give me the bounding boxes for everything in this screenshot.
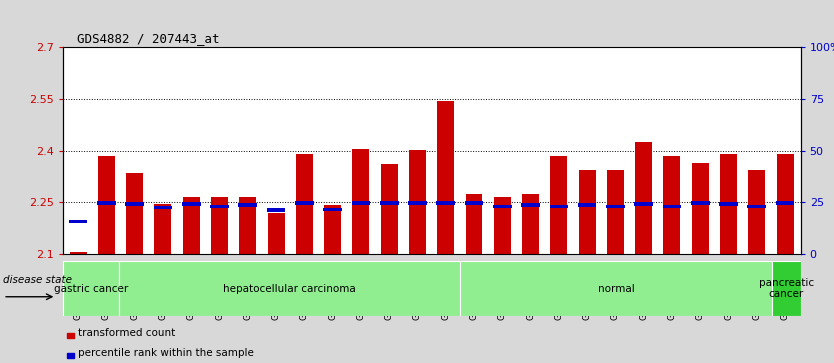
Bar xyxy=(436,201,455,205)
Bar xyxy=(68,220,88,223)
Bar xyxy=(125,203,144,206)
Bar xyxy=(606,205,625,208)
Bar xyxy=(635,203,653,206)
Bar xyxy=(67,353,74,358)
Bar xyxy=(437,101,455,254)
Text: disease state: disease state xyxy=(3,276,72,285)
Bar xyxy=(664,156,681,254)
Bar xyxy=(182,203,200,206)
Bar xyxy=(380,164,398,254)
Bar xyxy=(126,173,143,254)
Bar xyxy=(352,201,370,205)
Bar xyxy=(210,205,229,208)
Text: percentile rank within the sample: percentile rank within the sample xyxy=(78,348,254,358)
Bar xyxy=(153,206,173,209)
Bar xyxy=(324,208,342,211)
Bar xyxy=(97,201,116,205)
Bar xyxy=(636,142,652,254)
Text: normal: normal xyxy=(598,284,635,294)
Bar xyxy=(154,204,172,254)
Bar xyxy=(772,261,801,316)
Bar xyxy=(379,201,399,205)
Bar xyxy=(493,205,511,208)
Bar xyxy=(719,203,738,206)
Bar xyxy=(69,252,87,254)
Bar xyxy=(494,197,510,254)
Bar xyxy=(550,205,568,208)
Bar xyxy=(748,170,766,254)
Text: transformed count: transformed count xyxy=(78,329,176,338)
Bar xyxy=(324,205,341,254)
Bar xyxy=(691,201,710,205)
Bar xyxy=(98,156,115,254)
Bar xyxy=(239,203,257,207)
Text: GDS4882 / 207443_at: GDS4882 / 207443_at xyxy=(78,32,220,45)
Bar xyxy=(296,154,313,254)
Bar xyxy=(460,261,772,316)
Bar xyxy=(119,261,460,316)
Bar xyxy=(691,163,709,254)
Bar xyxy=(239,197,256,254)
Bar xyxy=(211,197,228,254)
Bar xyxy=(521,203,540,207)
Bar xyxy=(663,205,681,208)
Bar xyxy=(353,149,369,254)
Bar xyxy=(579,170,595,254)
Text: pancreatic
cancer: pancreatic cancer xyxy=(759,278,814,299)
Bar xyxy=(183,197,199,254)
Bar xyxy=(465,194,483,254)
Bar xyxy=(578,203,596,207)
Bar xyxy=(295,201,314,205)
Bar xyxy=(408,201,427,205)
Bar xyxy=(63,261,119,316)
Bar xyxy=(67,333,74,338)
Bar xyxy=(776,154,794,254)
Bar xyxy=(550,156,567,254)
Bar xyxy=(747,205,766,208)
Bar xyxy=(465,201,484,205)
Text: gastric cancer: gastric cancer xyxy=(54,284,128,294)
Bar xyxy=(720,154,737,254)
Bar xyxy=(607,170,624,254)
Bar xyxy=(268,213,284,254)
Bar xyxy=(776,201,795,205)
Bar xyxy=(409,150,426,254)
Bar xyxy=(267,208,285,212)
Text: hepatocellular carcinoma: hepatocellular carcinoma xyxy=(224,284,356,294)
Bar xyxy=(522,194,539,254)
